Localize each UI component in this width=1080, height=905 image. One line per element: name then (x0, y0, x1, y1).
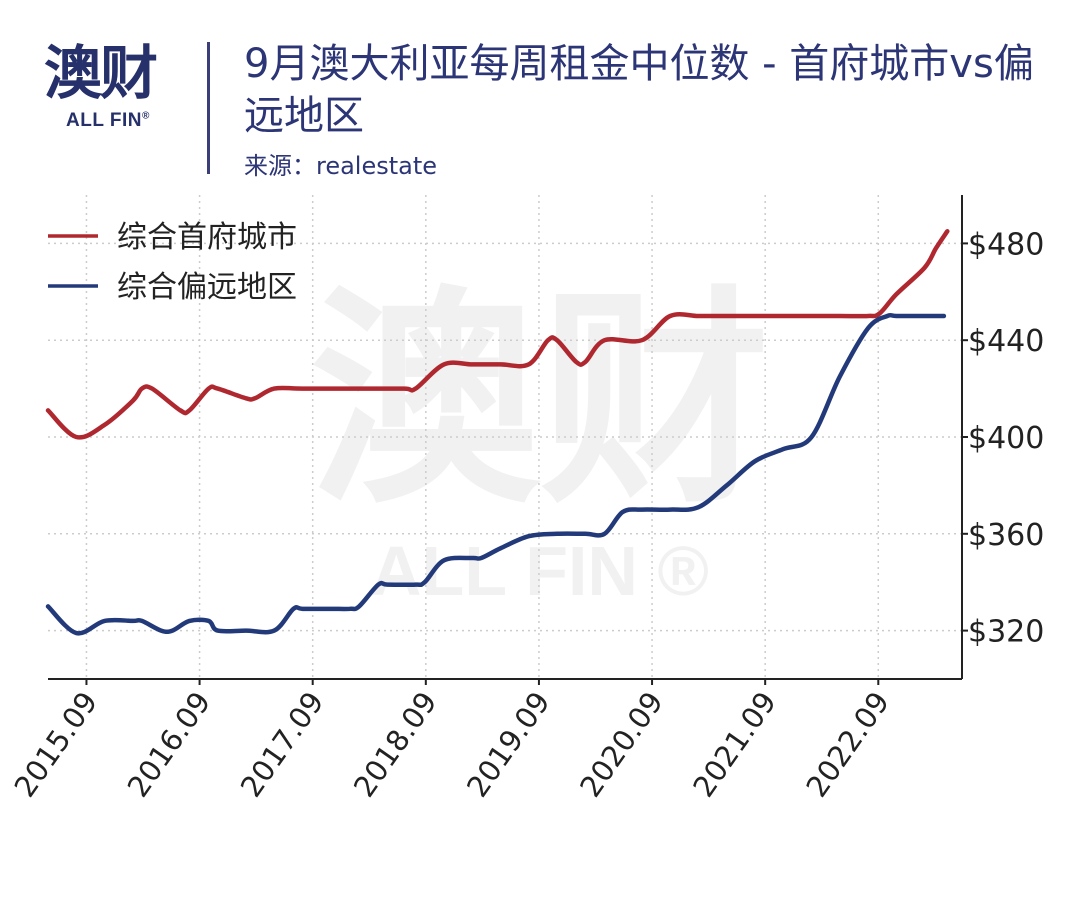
chart-source: 来源：realestate (244, 152, 438, 180)
y-tick-label: $440 (968, 324, 1044, 359)
legend-label: 综合偏远地区 (117, 270, 297, 305)
grid (48, 195, 962, 679)
logo-subtitle: ALL FIN® (66, 110, 150, 131)
y-tick-label: $400 (968, 421, 1044, 456)
logo-text: 澳财 (44, 39, 158, 107)
x-tick-label: 2019.09 (460, 686, 557, 804)
y-tick-label: $320 (968, 615, 1044, 650)
series-lines (45, 229, 950, 636)
chart-title: 9月澳大利亚每周租金中位数 - 首府城市vs偏远地区 (244, 41, 1034, 139)
x-tick-label: 2022.09 (799, 686, 896, 804)
x-tick-label: 2015.09 (8, 686, 105, 804)
x-tick-label: 2018.09 (347, 686, 444, 804)
header-divider (207, 42, 210, 174)
chart-header: 澳财 ALL FIN® 9月澳大利亚每周租金中位数 - 首府城市vs偏远地区 来… (0, 0, 1080, 190)
x-tick-label: 2020.09 (573, 686, 670, 804)
x-tick-label: 2021.09 (686, 686, 783, 804)
brand-logo: 澳财 (44, 38, 174, 108)
y-tick-label: $360 (968, 518, 1044, 553)
series-line-regional (45, 312, 947, 636)
series-line-capital (45, 229, 950, 440)
y-tick-label: $480 (968, 227, 1044, 262)
x-tick-label: 2016.09 (121, 686, 218, 804)
line-chart: $320 $360 $400 $440 $480 2015.09 2016.09 2017.0… (8, 195, 1044, 804)
x-tick-label: 2017.09 (234, 686, 331, 804)
legend-label: 综合首府城市 (117, 220, 297, 255)
